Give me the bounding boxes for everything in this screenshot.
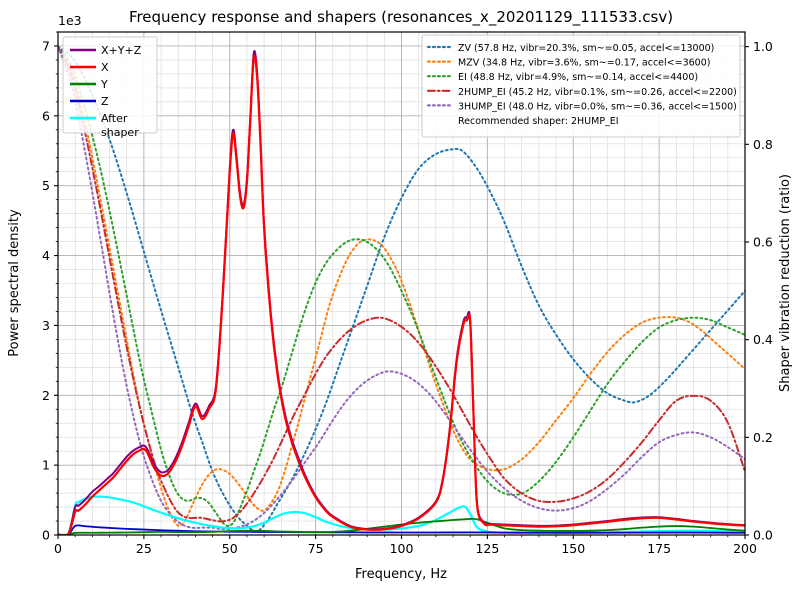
legend-label-psd: Y [100,78,108,91]
y-axis-label-right: Shaper vibration reduction (ratio) [778,174,793,392]
x-tick-label: 50 [222,541,238,556]
psd-curve-y [58,517,745,535]
y-tick-label-right: 0.4 [753,332,773,347]
shaper-curve-2hump-ei [58,45,745,523]
x-tick-label: 125 [475,541,499,556]
legend-label-shaper: ZV (57.8 Hz, vibr=20.3%, sm~=0.05, accel… [458,43,714,54]
shaper-curve-3hump-ei [58,45,745,531]
legend-label-shaper: 2HUMP_EI (45.2 Hz, vibr=0.1%, sm~=0.26, … [458,87,737,98]
legend-shapers[interactable]: ZV (57.8 Hz, vibr=20.3%, sm~=0.05, accel… [421,34,741,138]
y-tick-label-left: 5 [42,178,50,193]
y-tick-label-right: 1.0 [753,39,773,54]
x-tick-label: 150 [561,541,585,556]
legend-label-psd: X+Y+Z [101,44,142,57]
psd-curve-x [58,55,745,535]
y-tick-label-left: 0 [42,528,50,543]
axis-tickmarks [54,31,749,539]
chart-title: Frequency response and shapers (resonanc… [129,8,673,27]
y-tick-label-left: 1 [42,458,50,473]
shaper-curve-zv [58,45,745,533]
legend-label-psd: After [101,112,128,125]
x-tick-label: 200 [733,541,757,556]
shaper-curve-ei [58,45,745,527]
legend-label-psd: X [101,61,109,74]
x-tick-label: 25 [136,541,152,556]
legend-label-psd-cont: shaper [101,126,139,139]
legend-label-shaper: 3HUMP_EI (48.0 Hz, vibr=0.0%, sm~=0.36, … [458,101,737,112]
legend-label-shaper: MZV (34.8 Hz, vibr=3.6%, sm~=0.17, accel… [458,58,710,69]
y-tick-label-left: 3 [42,318,50,333]
y-tick-label-right: 0.8 [753,137,773,152]
y-axis-label-left: Power spectral density [7,209,22,357]
psd-curve-z [58,524,745,535]
x-tick-label: 100 [390,541,414,556]
y-tick-label-right: 0.6 [753,234,773,249]
recommended-shaper-text: Recommended shaper: 2HUMP_EI [458,116,619,127]
x-tick-label: 0 [54,541,62,556]
x-tick-label: 175 [647,541,671,556]
axis-ticklabels: 0 25 50 75 100 125 150 175 200 0 1 2 3 4 5 6 7 0.0 0.2 0.4 0… [42,38,773,556]
y-tick-label-left: 7 [42,38,50,53]
x-axis-label: Frequency, Hz [355,567,447,582]
y-tick-label-right: 0.2 [753,430,773,445]
y-tick-label-right: 0.0 [753,528,773,543]
y-axis-offset-multiplier: 1e3 [58,13,82,28]
y-tick-label-left: 6 [42,108,50,123]
y-tick-label-left: 4 [42,248,50,263]
data-series-group [58,45,745,535]
x-tick-label: 75 [308,541,324,556]
y-tick-label-left: 2 [42,388,50,403]
legend-label-shaper: EI (48.8 Hz, vibr=4.9%, sm~=0.14, accel<… [458,72,698,83]
legend-label-psd: Z [101,95,109,108]
